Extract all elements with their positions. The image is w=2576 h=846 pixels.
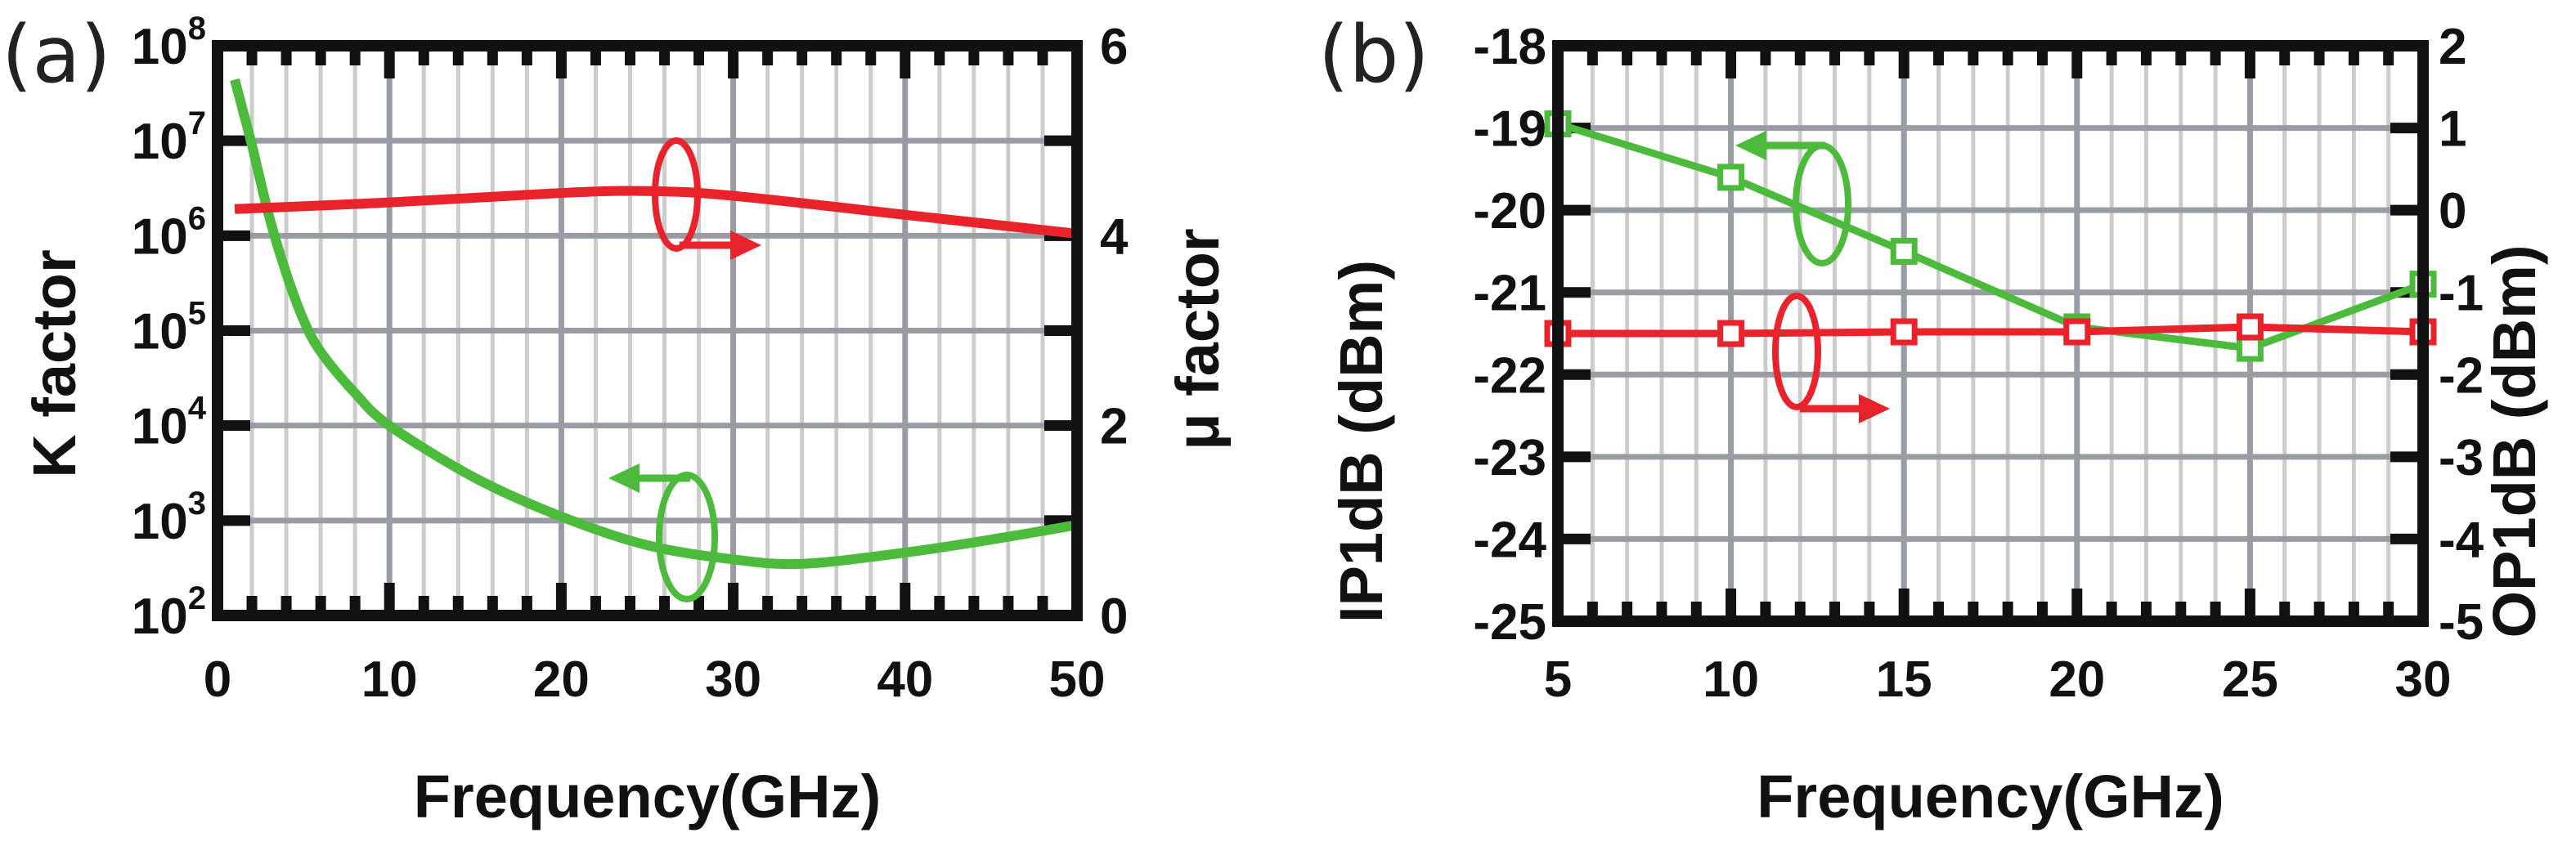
plot-frame bbox=[1552, 40, 2429, 627]
y-tick-label: -20 bbox=[1473, 183, 1546, 239]
y-right-tick-label: 0 bbox=[2439, 183, 2466, 239]
series-line-0 bbox=[230, 78, 1079, 570]
y-tick-label: 105 bbox=[132, 296, 206, 360]
y-right-tick-label: 0 bbox=[1100, 589, 1128, 645]
y-tick-base: 10 bbox=[132, 208, 188, 265]
left-axis-indicator bbox=[1735, 131, 1851, 266]
y-right-tick-label: -1 bbox=[2439, 266, 2484, 322]
series-line-1 bbox=[1558, 323, 2424, 338]
y-tick-label: -19 bbox=[1473, 101, 1546, 158]
y-tick-label: -21 bbox=[1473, 266, 1546, 322]
x-tick-label: 40 bbox=[877, 651, 933, 708]
panel-b: 5 10 15 20 25 30-25-24-23-22-21-20-19-18-5-4-… bbox=[1318, 9, 2548, 830]
series-line-1 bbox=[234, 186, 1078, 239]
indicator-ellipse bbox=[1772, 293, 1821, 410]
y-right-tick-label: -4 bbox=[2439, 512, 2484, 568]
y-tick-label: -23 bbox=[1473, 430, 1546, 486]
y-tick-base: 10 bbox=[132, 19, 188, 75]
y-tick-exponent: 3 bbox=[188, 486, 206, 521]
arrow-right-icon bbox=[730, 231, 761, 260]
plot-frame bbox=[212, 40, 1083, 621]
y-tick-label: 103 bbox=[132, 486, 206, 550]
y-axis-title: IP1dB (dBm) bbox=[1327, 260, 1395, 623]
data-point-marker bbox=[2063, 318, 2091, 346]
y-tick-label: -22 bbox=[1473, 347, 1546, 404]
right-axis-indicator bbox=[652, 137, 761, 260]
panel-a: 0 10 20 30 40 501021031041051061071080246Freq… bbox=[2, 9, 1232, 830]
data-point-marker bbox=[2236, 313, 2264, 341]
arrow-left-icon bbox=[1735, 131, 1766, 160]
x-tick-label: 0 bbox=[204, 651, 231, 708]
y-axis-title: K factor bbox=[20, 249, 88, 478]
y-tick-exponent: 2 bbox=[188, 580, 206, 616]
x-tick-label: 5 bbox=[1544, 651, 1572, 708]
indicator-ellipse bbox=[652, 137, 701, 252]
series-line-0 bbox=[1556, 120, 2425, 352]
x-tick-label: 25 bbox=[2222, 651, 2278, 708]
y-tick-label: -18 bbox=[1473, 19, 1546, 75]
x-tick-label: 20 bbox=[533, 651, 590, 708]
x-tick-label: 10 bbox=[1703, 651, 1759, 708]
data-point-marker bbox=[1717, 163, 1745, 191]
y-tick-label: 108 bbox=[132, 11, 206, 75]
y-tick-label: 106 bbox=[132, 200, 206, 265]
x-tick-label: 20 bbox=[2049, 651, 2105, 708]
y-tick-base: 10 bbox=[132, 114, 188, 170]
data-point-marker bbox=[1890, 237, 1918, 265]
y-right-tick-label: 1 bbox=[2439, 101, 2466, 158]
y-tick-exponent: 8 bbox=[188, 11, 206, 47]
y-tick-label: 107 bbox=[132, 105, 206, 170]
x-tick-label: 30 bbox=[2395, 651, 2452, 708]
y-right-tick-label: -5 bbox=[2439, 594, 2484, 651]
x-axis-title: Frequency(GHz) bbox=[1757, 763, 2224, 830]
data-point-marker bbox=[2236, 334, 2264, 362]
y-right-axis-title: OP1dB (dBm) bbox=[2480, 245, 2548, 638]
arrow-right-icon bbox=[1859, 394, 1890, 423]
panel-label: (b) bbox=[1318, 9, 1429, 101]
y-right-tick-label: 4 bbox=[1100, 208, 1129, 265]
indicator-ellipse bbox=[1793, 142, 1851, 266]
right-axis-indicator bbox=[1772, 293, 1890, 423]
indicator-ellipse bbox=[656, 472, 718, 602]
panel-label: (a) bbox=[2, 9, 111, 101]
x-tick-label: 50 bbox=[1049, 651, 1106, 708]
y-tick-label: 104 bbox=[132, 391, 207, 455]
data-point-marker bbox=[1717, 320, 1745, 347]
y-tick-label: 102 bbox=[132, 580, 206, 645]
y-right-tick-label: 2 bbox=[1100, 399, 1128, 455]
y-tick-base: 10 bbox=[132, 399, 188, 455]
y-tick-exponent: 6 bbox=[188, 200, 206, 236]
y-right-tick-label: -3 bbox=[2439, 430, 2484, 486]
data-point-marker bbox=[1890, 318, 1918, 346]
y-right-tick-label: 6 bbox=[1100, 19, 1128, 75]
y-right-tick-label: 2 bbox=[2439, 19, 2466, 75]
y-tick-base: 10 bbox=[132, 304, 188, 360]
left-axis-indicator bbox=[608, 463, 718, 602]
y-tick-exponent: 4 bbox=[188, 391, 207, 427]
y-right-axis-title: μ factor bbox=[1164, 228, 1232, 450]
y-tick-exponent: 7 bbox=[188, 105, 206, 141]
y-tick-base: 10 bbox=[132, 589, 188, 645]
y-right-tick-label: -2 bbox=[2439, 347, 2484, 404]
x-tick-label: 15 bbox=[1876, 651, 1932, 708]
x-axis-title: Frequency(GHz) bbox=[414, 763, 882, 830]
y-tick-label: -25 bbox=[1473, 594, 1546, 651]
arrow-left-icon bbox=[608, 463, 640, 493]
x-tick-label: 30 bbox=[705, 651, 761, 708]
y-tick-label: -24 bbox=[1473, 512, 1546, 568]
x-tick-label: 10 bbox=[361, 651, 418, 708]
y-tick-base: 10 bbox=[132, 494, 188, 550]
y-tick-exponent: 5 bbox=[188, 296, 206, 332]
